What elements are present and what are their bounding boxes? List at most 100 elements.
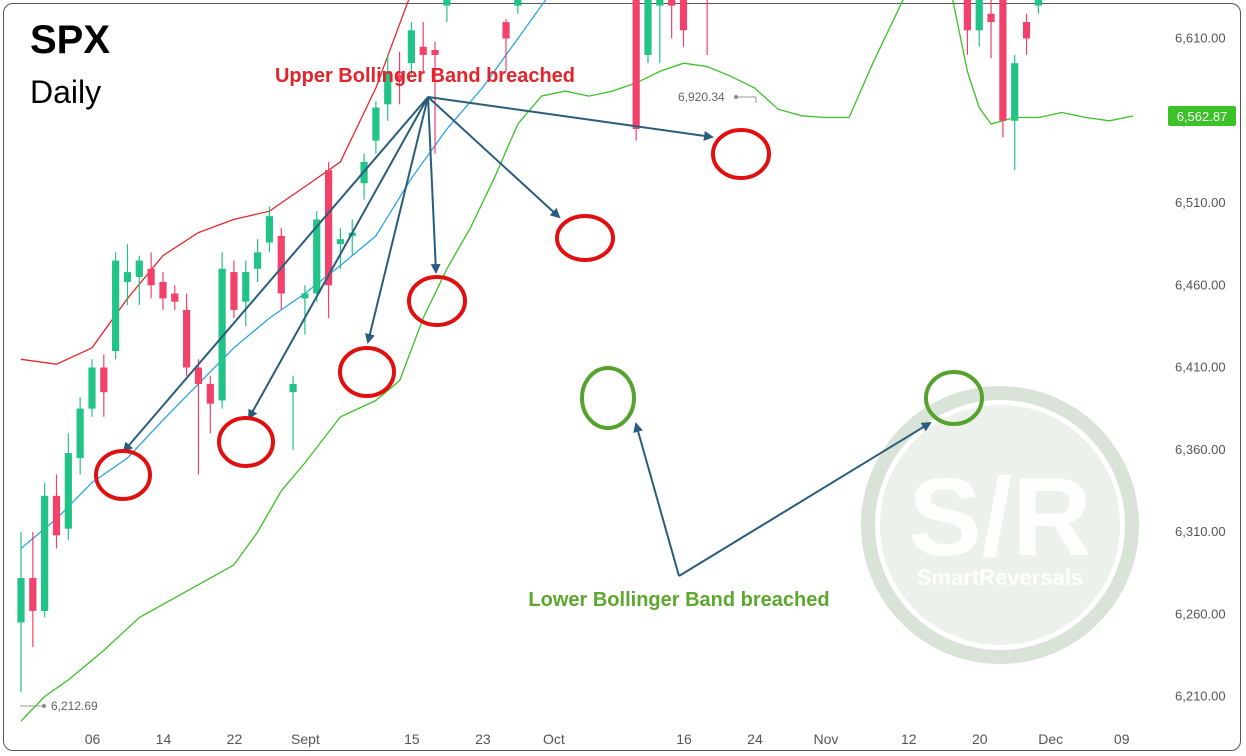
upper-band-line xyxy=(20,0,410,365)
candle-body xyxy=(987,13,995,23)
candle-body xyxy=(336,239,345,245)
high-label-group: 6,920.34 xyxy=(678,90,757,104)
price-tags: 6,991.556,816.516,777.216,562.87 xyxy=(1168,106,1236,127)
candle-body xyxy=(419,46,427,55)
arrow-upper-2 xyxy=(248,96,429,420)
candle-body xyxy=(29,578,37,611)
y-tick-label: 6,510.00 xyxy=(1175,195,1226,210)
watermark-text: S/R xyxy=(908,456,1091,579)
arrow-upper-4 xyxy=(427,96,441,274)
candle-body xyxy=(679,0,688,31)
candle-body xyxy=(502,22,510,39)
candle-body xyxy=(301,293,309,299)
candle-body xyxy=(975,0,983,31)
watermark: S/R SmartReversals xyxy=(861,386,1139,664)
arrow-upper-1 xyxy=(122,96,429,453)
candle-body xyxy=(384,71,392,105)
chart-title: SPX xyxy=(30,18,111,62)
x-tick-label: 09 xyxy=(1114,731,1130,747)
candle-body xyxy=(407,30,415,64)
candle-body xyxy=(372,107,380,141)
candle-body xyxy=(324,170,333,286)
candle-body xyxy=(999,0,1007,121)
candle-body xyxy=(1034,0,1042,6)
candle-body xyxy=(76,408,84,458)
candle-body xyxy=(242,272,250,302)
y-tick-label: 6,210.00 xyxy=(1175,689,1226,704)
candle-body xyxy=(159,281,167,299)
watermark-inner-circle xyxy=(880,405,1120,645)
candle-body xyxy=(289,383,297,393)
highlight-circle xyxy=(94,449,152,501)
highlight-circle xyxy=(555,214,615,262)
x-tick-label: Dec xyxy=(1038,731,1063,747)
arrow-lower-2 xyxy=(678,421,932,577)
upper-arrows xyxy=(122,96,714,453)
high-label-dot xyxy=(734,95,738,99)
x-tick-label: 23 xyxy=(475,731,491,747)
x-tick-label: 24 xyxy=(747,731,763,747)
low-label-dot xyxy=(42,704,46,708)
candle-body xyxy=(632,0,640,129)
x-tick-label: Sept xyxy=(291,731,320,747)
low-label-group: 6,212.69 xyxy=(20,699,98,713)
price-tag-box xyxy=(1168,106,1236,127)
candle-body xyxy=(644,0,652,55)
x-tick-label: Nov xyxy=(813,731,838,747)
price-tag-label: 6,562.87 xyxy=(1177,109,1228,124)
candle-body xyxy=(230,272,238,310)
candle-body xyxy=(194,367,203,384)
candle-body xyxy=(668,0,676,6)
candle-body xyxy=(64,453,72,529)
candle-body xyxy=(656,0,664,6)
candle-body xyxy=(135,260,143,278)
y-tick-label: 6,460.00 xyxy=(1175,277,1226,292)
x-tick-label: 16 xyxy=(676,731,692,747)
candle-body xyxy=(88,367,96,409)
low-label: 6,212.69 xyxy=(51,699,98,713)
candle-body xyxy=(963,0,971,31)
arrow-upper-5 xyxy=(427,96,561,219)
upper-highlight-circles xyxy=(94,128,771,501)
high-label: 6,920.34 xyxy=(678,90,725,104)
middle-band-line xyxy=(20,0,547,549)
candle-body xyxy=(431,50,439,55)
highlight-circle xyxy=(217,416,275,468)
candle-body xyxy=(147,268,155,286)
lower-highlight-circles xyxy=(580,366,984,430)
lower-arrows xyxy=(633,421,932,577)
candle-body xyxy=(277,235,285,294)
x-tick-label: 22 xyxy=(227,731,243,747)
highlight-circle xyxy=(407,275,467,327)
x-tick-label: 06 xyxy=(85,731,101,747)
highlight-circle xyxy=(711,128,771,180)
upper-band-annotation: Upper Bollinger Band breached xyxy=(275,65,575,87)
highlight-circle xyxy=(338,346,396,398)
y-tick-label: 6,360.00 xyxy=(1175,442,1226,457)
candle-body xyxy=(443,0,451,6)
candle-body xyxy=(123,272,132,282)
x-tick-label: Oct xyxy=(543,731,565,747)
candle-body xyxy=(171,293,179,302)
x-tick-label: 20 xyxy=(972,731,988,747)
y-axis: 7,010.006,960.006,910.006,860.006,810.00… xyxy=(1175,31,1226,704)
candle-body xyxy=(17,578,25,623)
x-axis: 06 14 22 Sept 15 23 Oct 16 24 Nov 12 20 Dec 09 xyxy=(85,731,1130,747)
watermark-subtext: SmartReversals xyxy=(917,565,1083,590)
candles xyxy=(17,0,1042,693)
candle-body xyxy=(183,309,191,368)
highlight-circle xyxy=(924,370,984,426)
x-tick-label: 15 xyxy=(404,731,420,747)
candle-body xyxy=(1011,63,1019,121)
candle-body xyxy=(1022,22,1031,39)
candle-body xyxy=(254,252,262,269)
candle-body xyxy=(313,219,321,294)
arrow-lower-1 xyxy=(633,422,680,577)
candle-body xyxy=(41,495,49,611)
candle-body xyxy=(218,268,226,401)
candle-body xyxy=(52,495,61,536)
candle-body xyxy=(395,74,404,80)
y-tick-label: 6,410.00 xyxy=(1175,360,1226,375)
x-tick-label: 14 xyxy=(156,731,172,747)
